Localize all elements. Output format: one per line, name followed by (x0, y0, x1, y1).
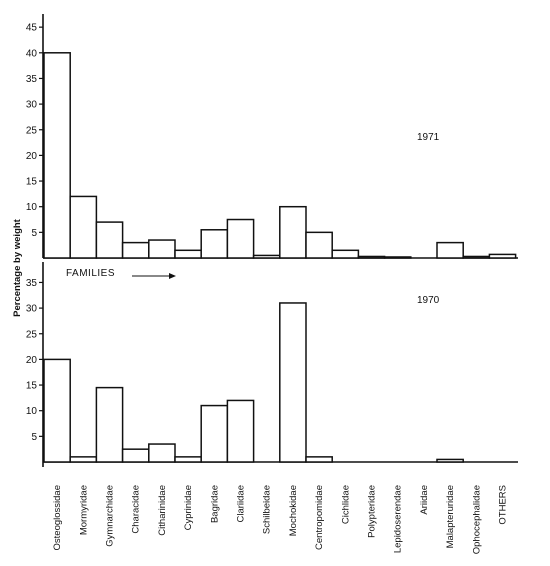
families-arrow (132, 273, 176, 279)
bar-1971-polypteridae (357, 255, 386, 259)
y-tick-label-1971-5: 5 (31, 228, 37, 239)
category-label-clariidae: Clariidae (236, 485, 247, 523)
bar-1970-mormyridae (69, 456, 98, 463)
bar-1970-mochokidae (279, 302, 307, 463)
y-tick-label-1970-25: 25 (26, 329, 38, 340)
y-tick-label-1971-35: 35 (26, 74, 38, 85)
category-label-ophocephalidae: Ophocephalidae (471, 485, 482, 554)
category-label-citharinidae: Citharinidae (157, 485, 168, 536)
year-label-1971: 1971 (417, 132, 440, 143)
y-tick-label-1970-30: 30 (26, 304, 38, 315)
year-label-1970: 1970 (417, 295, 440, 306)
bar-1971-mochokidae (279, 205, 307, 259)
category-label-centropomidae: Centropomidae (314, 485, 325, 550)
bar-1971-schilbeidae (252, 254, 281, 259)
bar-1971-lepidoserendae (383, 256, 412, 259)
category-label-characidae: Characidae (131, 485, 142, 534)
bar-1970-cyprinidae (174, 456, 202, 463)
y-tick-label-1971-30: 30 (26, 100, 38, 111)
category-label-polypteridae: Polypteridae (367, 485, 378, 538)
families-label: FAMILIES (66, 268, 115, 279)
bar-1971-characidae (121, 241, 150, 259)
bar-1971-clariidae (226, 218, 255, 259)
bar-1970-malapteruridae (436, 458, 464, 463)
category-label-bagridae: Bagridae (209, 485, 220, 523)
category-label-mormyridae: Mormyridae (78, 485, 89, 535)
bar-1970-characidae (121, 448, 150, 463)
bar-1970-gymnarchidae (95, 386, 124, 463)
y-tick-label-1970-20: 20 (26, 355, 38, 366)
category-label-mochokidae: Mochokidae (288, 485, 299, 536)
category-label-cichlidae: Cichlidae (340, 485, 351, 524)
bar-1971-osteoglossidae (43, 52, 71, 259)
bar-1970-osteoglossidae (43, 358, 71, 463)
bar-1971-cyprinidae (174, 249, 202, 259)
category-label-cyprinidae: Cyprinidae (183, 485, 194, 530)
y-tick-label-1971-10: 10 (26, 202, 38, 213)
y-tick-label-1970-35: 35 (26, 278, 38, 289)
y-tick-label-1971-25: 25 (26, 125, 38, 136)
bar-1971-citharinidae (148, 239, 176, 259)
bar-1971-cichlidae (331, 249, 360, 259)
category-label-others: OTHERS (498, 485, 509, 525)
bar-1971-ophocephalidae (462, 255, 491, 259)
bar-1970-clariidae (226, 399, 255, 463)
y-tick-label-1971-40: 40 (26, 48, 38, 59)
bar-1971-centropomidae (305, 231, 333, 259)
bar-1970-bagridae (200, 404, 229, 463)
category-label-ariidae: Ariidae (419, 485, 430, 515)
bar-1971-bagridae (200, 229, 229, 259)
bar-1971-gymnarchidae (95, 221, 124, 259)
y-tick-label-1971-20: 20 (26, 151, 38, 162)
bar-1971-malapteruridae (436, 241, 464, 259)
y-tick-label-1970-10: 10 (26, 406, 38, 417)
bar-1971-mormyridae (69, 195, 98, 259)
y-tick-label-1970-15: 15 (26, 381, 38, 392)
category-label-osteoglossidae: Osteoglossidae (52, 485, 63, 550)
bar-1970-centropomidae (305, 456, 333, 463)
bar-1971-others (488, 253, 517, 259)
category-label-gymnarchidae: Gymnarchidae (105, 485, 116, 547)
category-label-schilbeidae: Schilbeidae (262, 485, 273, 534)
y-tick-label-1971-15: 15 (26, 177, 38, 188)
y-tick-label-1971-45: 45 (26, 23, 38, 34)
category-label-lepidoserendae: Lepidoserendae (393, 485, 404, 553)
category-label-malapteruridae: Malapteruridae (445, 485, 456, 548)
y-axis-label: Percentage by weight (12, 218, 23, 317)
bar-1970-citharinidae (148, 443, 176, 463)
y-tick-label-1970-5: 5 (31, 432, 37, 443)
